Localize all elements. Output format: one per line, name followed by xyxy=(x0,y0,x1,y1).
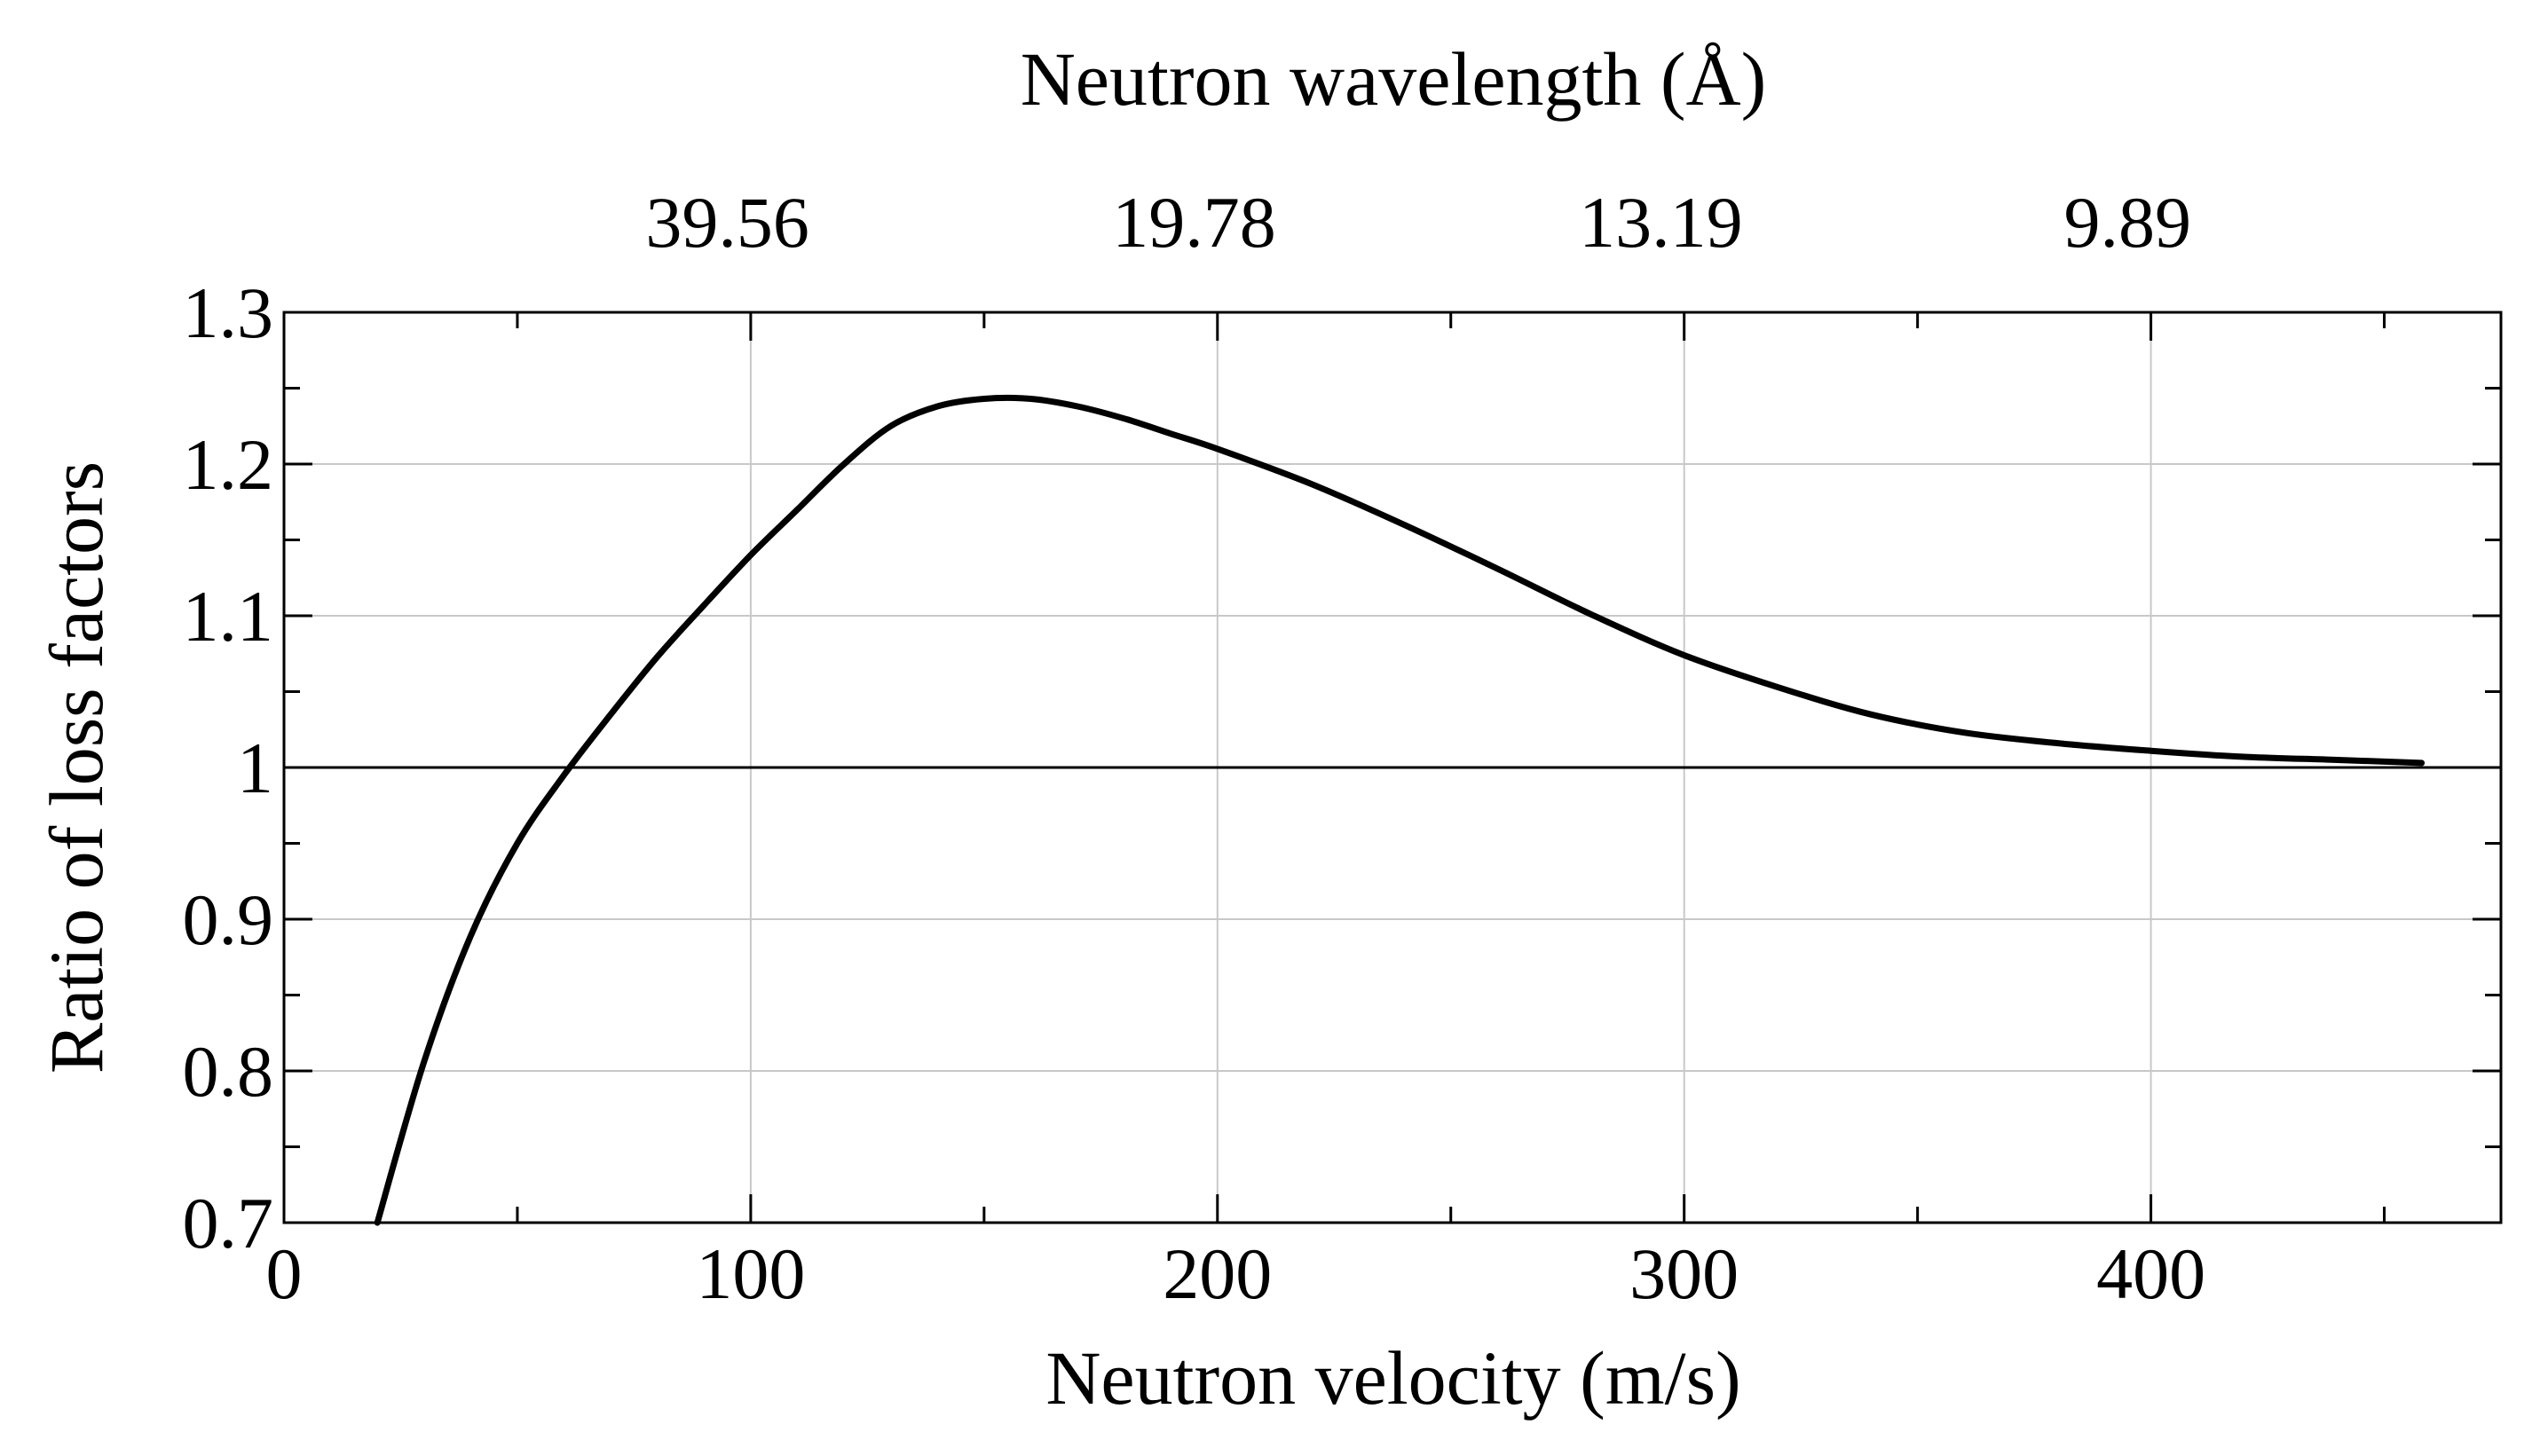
series-line xyxy=(374,394,2426,1226)
y-tick-label: 0.9 xyxy=(183,879,274,960)
top-tick-label: 19.78 xyxy=(1112,182,1276,263)
y-tick-label: 1 xyxy=(237,728,273,808)
y-tick-label: 0.7 xyxy=(183,1183,274,1263)
y-tick-label: 1.2 xyxy=(183,424,274,505)
x-tick-label: 100 xyxy=(696,1233,805,1314)
top-tick-label: 13.19 xyxy=(1579,182,1743,263)
top-tick-label: 39.56 xyxy=(645,182,809,263)
x-tick-label: 300 xyxy=(1629,1233,1739,1314)
x-axis-title: Neutron velocity (m/s) xyxy=(1045,1335,1740,1421)
tick-layer xyxy=(282,311,2501,1224)
x-tick-label: 200 xyxy=(1163,1233,1272,1314)
top-axis-title: Neutron wavelength (Å) xyxy=(1021,36,1767,122)
y-axis-title: Ratio of loss factors xyxy=(34,461,119,1074)
label-layer: 0 100 200 300 400 0.7 0.8 0.9 1 1.1 1.2 1.3 39.56 19.… xyxy=(183,182,2206,1314)
x-tick-label: 400 xyxy=(2096,1233,2205,1314)
y-tick-label: 1.1 xyxy=(183,576,274,657)
x-tick-label: 0 xyxy=(266,1233,303,1314)
y-tick-label: 0.8 xyxy=(183,1031,274,1112)
top-tick-label: 9.89 xyxy=(2064,182,2192,263)
y-tick-label: 1.3 xyxy=(183,272,274,353)
